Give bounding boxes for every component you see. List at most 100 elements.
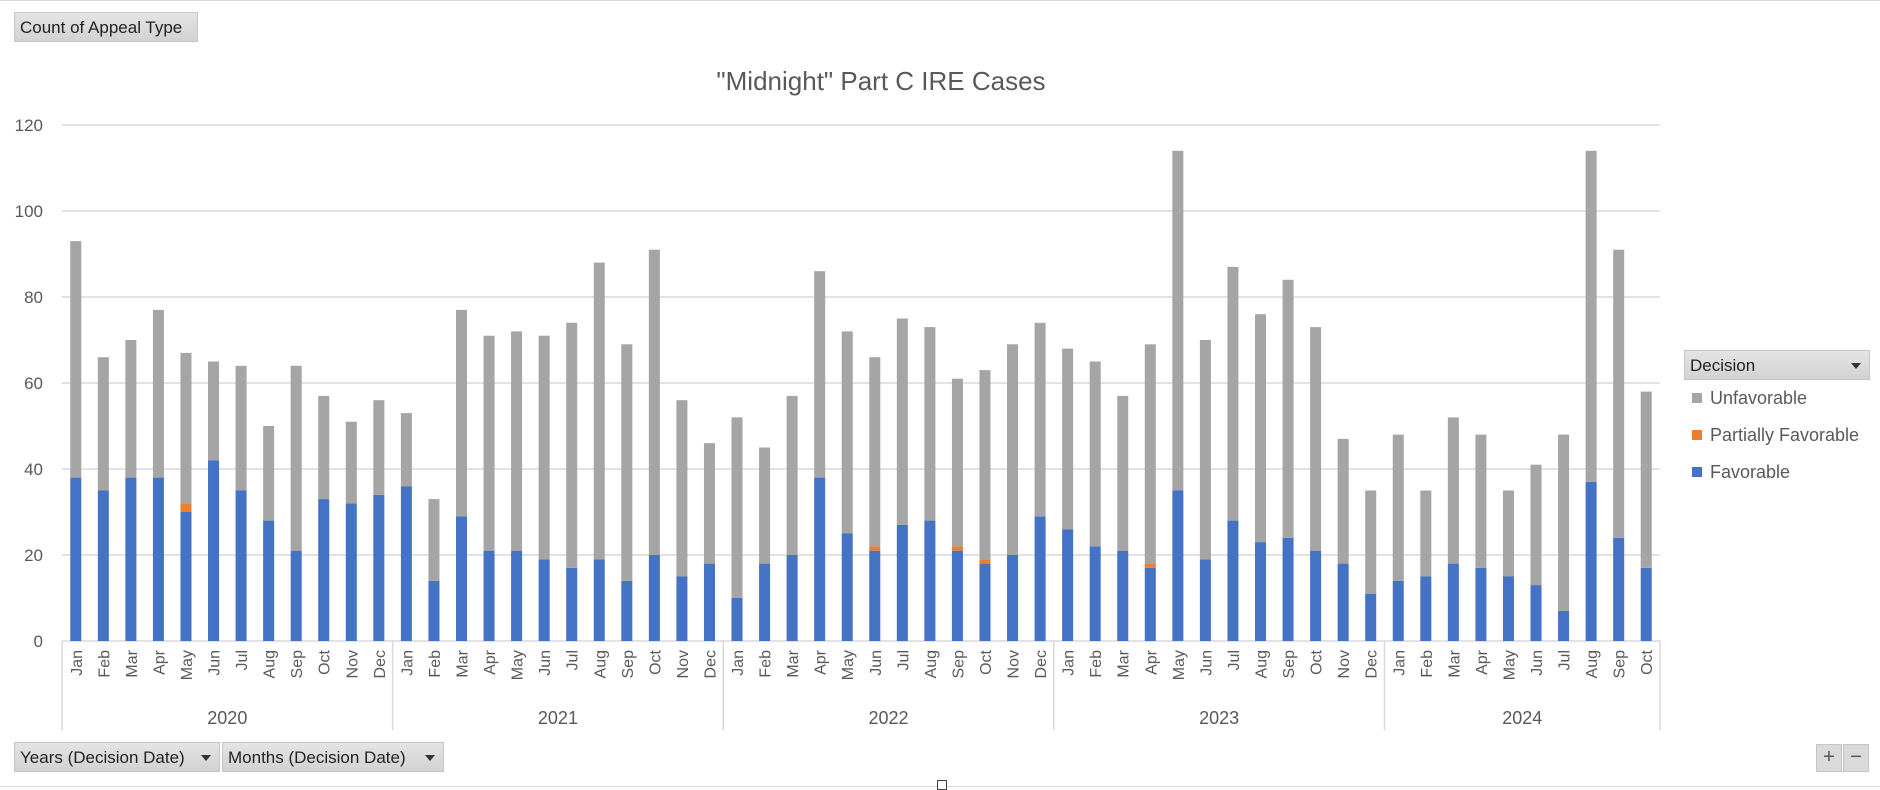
bar-favorable [1007,555,1019,641]
y-tick-label: 40 [24,460,43,479]
bar-favorable [621,580,633,641]
x-tick-label: Aug [592,650,609,678]
bar-unfavorable [869,357,881,547]
x-tick-label: May [840,650,857,680]
bar-unfavorable [1558,434,1570,611]
bar-unfavorable [1254,314,1267,543]
years-field-button[interactable]: Years (Decision Date) [14,742,220,772]
bar-unfavorable [786,395,798,555]
x-tick-label: Jun [207,650,224,676]
bar-unfavorable [180,352,192,504]
legend-swatch-favorable [1692,467,1702,477]
bar-unfavorable [208,361,220,461]
bar-unfavorable [538,335,550,560]
bar-unfavorable [841,331,853,534]
bar-favorable [235,490,247,641]
x-tick-label: Dec [1364,650,1381,678]
legend-field-label: Decision [1690,356,1756,375]
bar-favorable [566,567,578,641]
dropdown-arrow-icon[interactable] [201,755,211,761]
x-tick-label: Oct [647,649,664,674]
bar-favorable [814,477,826,641]
y-tick-label: 100 [15,202,43,221]
bar-favorable [1117,550,1129,641]
bar-favorable [1034,516,1046,641]
zoom-out-button[interactable]: − [1843,744,1869,772]
months-field-button[interactable]: Months (Decision Date) [222,742,444,772]
bar-unfavorable [1172,150,1184,491]
bar-favorable [1613,537,1625,641]
bar-unfavorable [97,357,109,491]
bar-unfavorable [1034,322,1046,517]
bar-unfavorable [896,318,908,525]
bar-favorable [1062,529,1074,641]
bar-favorable [1337,563,1349,641]
bar-favorable [1502,576,1514,641]
x-tick-label: Jul [1226,650,1243,670]
bar-unfavorable [1062,348,1074,530]
bar-favorable [896,524,908,641]
bar-unfavorable [290,365,302,551]
zoom-in-button[interactable]: + [1816,744,1842,772]
legend-item-partially-favorable: Partially Favorable [1692,422,1859,459]
legend-swatch-partially-favorable [1692,430,1702,440]
bar-unfavorable [566,322,578,568]
bar-favorable [1282,537,1294,641]
x-tick-label: Jan [1061,650,1078,676]
bar-favorable [208,460,220,641]
bar-favorable [869,550,881,641]
x-tick-label: May [1171,650,1188,680]
bar-unfavorable [1502,490,1514,577]
bar-unfavorable [1447,417,1459,564]
bar-favorable [1172,490,1184,641]
bar-partially-favorable [1144,563,1156,568]
x-tick-label: Feb [96,650,113,678]
bar-unfavorable [318,395,330,500]
bar-favorable [924,520,936,641]
bar-unfavorable [511,331,523,551]
bar-partially-favorable [979,559,991,564]
bar-favorable [483,550,495,641]
resize-handle[interactable] [937,780,947,790]
bar-favorable [97,490,109,641]
x-tick-label: Jan [1391,650,1408,676]
x-tick-label: Mar [455,649,472,677]
bar-favorable [290,550,302,641]
value-field-button[interactable]: Count of Appeal Type [14,12,198,42]
bar-favorable [152,477,164,641]
x-tick-label: Dec [702,650,719,678]
bar-favorable [593,559,605,641]
year-label: 2020 [207,708,247,728]
x-tick-label: Jun [1529,650,1546,676]
x-tick-label: Jan [399,650,416,676]
bar-favorable [1475,567,1487,641]
dropdown-arrow-icon[interactable] [425,755,435,761]
bar-unfavorable [676,400,688,577]
x-tick-label: Jul [565,650,582,670]
legend-item-favorable: Favorable [1692,459,1859,496]
x-tick-label: Mar [1116,649,1133,677]
bar-favorable [676,576,688,641]
dropdown-arrow-icon[interactable] [1851,363,1861,369]
bar-unfavorable [1530,464,1542,586]
bar-favorable [511,550,523,641]
bar-unfavorable [455,309,468,517]
legend-label-partially-favorable: Partially Favorable [1710,425,1860,445]
legend-field-button[interactable]: Decision [1684,350,1870,380]
bar-favorable [1254,542,1267,641]
bar-unfavorable [1227,266,1239,521]
legend-item-unfavorable: Unfavorable [1692,385,1859,422]
bar-partially-favorable [951,546,963,551]
bar-favorable [759,563,771,641]
x-tick-label: Jan [730,650,747,676]
x-tick-label: Jul [234,650,251,670]
bar-unfavorable [1144,344,1156,564]
bar-unfavorable [1365,490,1377,594]
x-tick-label: Dec [372,650,389,678]
x-tick-label: Feb [1088,650,1105,678]
bar-unfavorable [951,378,963,547]
x-tick-label: May [179,650,196,680]
chart-title: "Midnight" Part C IRE Cases [716,66,1045,96]
bar-partially-favorable [869,546,881,551]
bar-favorable [1365,593,1377,641]
